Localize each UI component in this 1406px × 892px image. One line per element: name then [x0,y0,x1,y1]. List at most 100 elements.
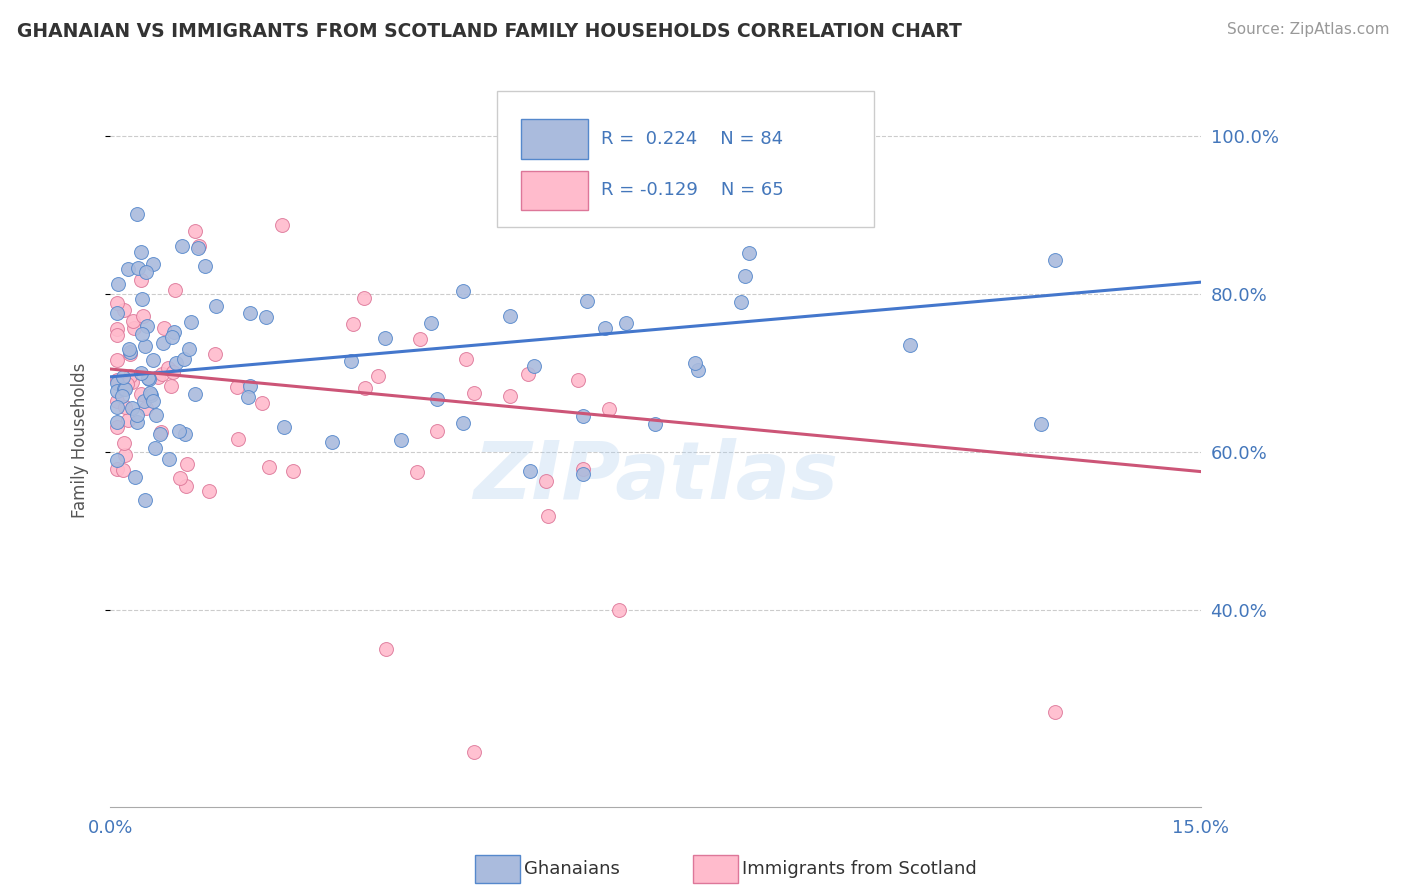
Point [169,424,191,438]
Point [456,352,478,367]
FancyBboxPatch shape [498,91,873,227]
Point [105,327,128,342]
Point [283,464,305,478]
Point [162,330,184,344]
Point [173,426,195,441]
Point [321,435,343,450]
Point [353,381,375,395]
Point [571,467,593,482]
Point [571,461,593,475]
Point [451,284,474,298]
Point [112,436,135,450]
Point [107,277,129,291]
Point [226,379,249,393]
Y-axis label: Family Households: Family Households [72,362,89,517]
Point [536,475,558,489]
Point [148,427,170,442]
Point [180,315,202,329]
Point [159,379,181,393]
Text: GHANAIAN VS IMMIGRANTS FROM SCOTLAND FAMILY HOUSEHOLDS CORRELATION CHART: GHANAIAN VS IMMIGRANTS FROM SCOTLAND FAM… [17,22,962,41]
Point [738,245,761,260]
Point [142,353,165,368]
Point [139,386,162,401]
Text: Ghanaians: Ghanaians [524,860,620,878]
Point [1045,706,1067,720]
Point [127,260,149,275]
Point [105,393,128,408]
Point [226,433,249,447]
Point [685,356,707,370]
Point [342,317,364,331]
Point [129,273,152,287]
Point [118,342,141,356]
Point [575,293,598,308]
Point [426,392,449,406]
Point [149,425,172,439]
Point [135,318,157,333]
Point [187,238,209,252]
Point [117,413,139,427]
Point [121,314,143,328]
Point [204,347,226,361]
Point [146,369,169,384]
Text: R = -0.129    N = 65: R = -0.129 N = 65 [600,181,783,200]
Point [105,462,128,476]
Point [105,376,128,391]
Point [135,401,157,415]
Point [187,242,209,256]
Point [111,463,134,477]
Point [129,245,152,260]
Point [157,361,180,376]
Point [419,316,441,330]
Point [593,320,616,334]
Point [105,306,128,320]
Point [165,284,187,298]
Point [173,352,195,367]
Point [184,386,207,401]
Point [170,239,193,253]
Point [174,478,197,492]
Point [499,309,522,323]
Point [273,420,295,434]
FancyBboxPatch shape [522,170,588,211]
Point [463,385,485,400]
Point [105,373,128,387]
Point [105,322,128,336]
Point [105,400,128,414]
Point [406,465,429,479]
Point [105,420,128,434]
Point [136,370,159,384]
Point [270,218,292,232]
Point [730,295,752,310]
Point [176,457,198,471]
Point [117,261,139,276]
Point [499,389,522,403]
Point [152,335,174,350]
Point [131,326,153,341]
Point [519,464,541,478]
Point [163,326,186,340]
Text: Immigrants from Scotland: Immigrants from Scotland [742,860,977,878]
Point [127,416,149,430]
Point [132,394,155,409]
Point [118,369,141,384]
Point [236,391,259,405]
Point [389,433,412,447]
Point [134,339,156,353]
Point [567,373,589,387]
Point [153,321,176,335]
Point [598,402,620,417]
Point [131,292,153,306]
Point [105,453,128,467]
Point [367,369,389,384]
Point [115,377,138,392]
Point [112,383,135,397]
Point [114,383,136,397]
Point [165,356,187,370]
Point [409,332,432,346]
Point [142,393,165,408]
Point [132,309,155,323]
Point [177,342,200,356]
Point [111,389,134,403]
Point [122,321,145,335]
